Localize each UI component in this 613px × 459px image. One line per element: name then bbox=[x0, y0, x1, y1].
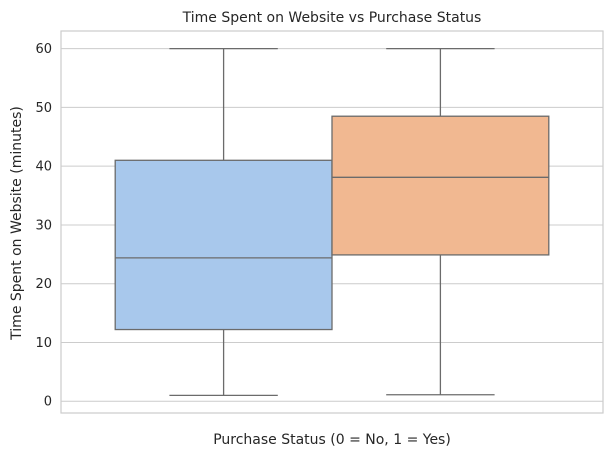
chart-title: Time Spent on Website vs Purchase Status bbox=[182, 10, 482, 26]
plot-frame bbox=[60, 30, 604, 414]
iqr-box bbox=[114, 159, 333, 331]
box-series-0 bbox=[114, 47, 333, 397]
y-tick-label: 0 bbox=[44, 395, 52, 410]
box-series-1 bbox=[331, 47, 550, 396]
y-tick-label: 40 bbox=[35, 160, 52, 175]
y-tick-labels: 0 10 20 30 40 50 60 bbox=[35, 42, 52, 410]
y-tick-label: 10 bbox=[35, 336, 52, 351]
x-axis-label: Purchase Status (0 = No, 1 = Yes) bbox=[213, 432, 451, 448]
y-tick-label: 30 bbox=[35, 218, 52, 233]
y-tick-label: 20 bbox=[35, 277, 52, 292]
y-axis-label: Time Spent on Website (minutes) bbox=[9, 106, 25, 341]
iqr-box bbox=[331, 115, 550, 256]
y-tick-label: 50 bbox=[35, 101, 52, 116]
y-tick-label: 60 bbox=[35, 42, 52, 57]
box-plots bbox=[114, 47, 550, 397]
